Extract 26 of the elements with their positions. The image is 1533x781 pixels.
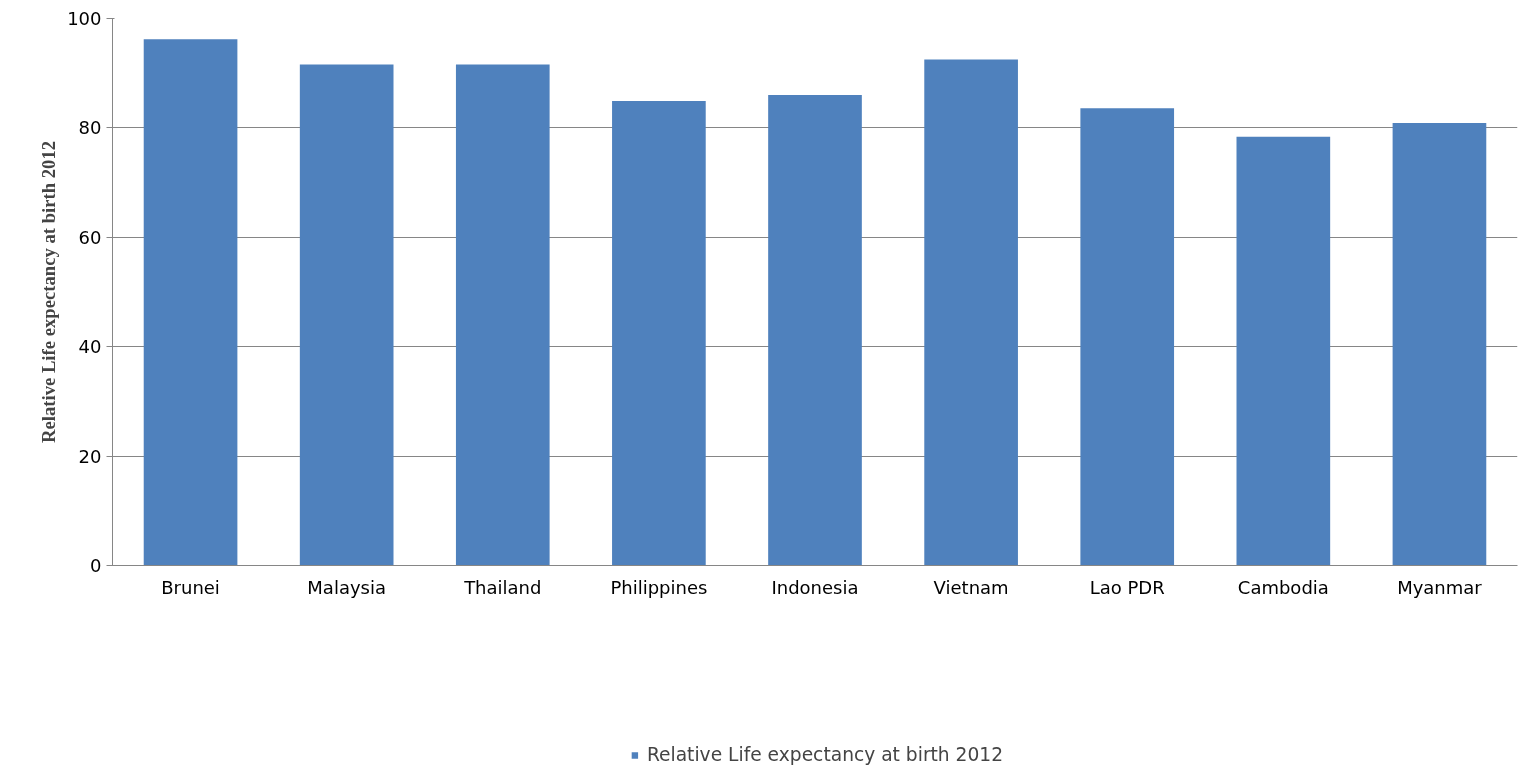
x-tick-label: Philippines — [610, 576, 708, 598]
y-tick-label: 20 — [78, 445, 102, 467]
bar — [143, 39, 238, 566]
bar — [1080, 108, 1175, 566]
y-axis-title: Relative Life expectancy at birth 2012 — [38, 140, 60, 444]
x-tick-label: Cambodia — [1237, 576, 1329, 598]
x-tick-label: Vietnam — [933, 576, 1009, 598]
x-tick-label: Brunei — [161, 576, 220, 598]
bar — [1236, 136, 1331, 566]
bar — [612, 101, 706, 566]
y-tick-label: 40 — [78, 336, 102, 358]
bar — [299, 64, 394, 566]
x-tick-label: Indonesia — [771, 576, 859, 598]
y-tick-label: 60 — [78, 226, 102, 248]
legend-label: Relative Life expectancy at birth 2012 — [646, 744, 1004, 765]
x-tick-label: Myanmar — [1397, 576, 1483, 598]
x-tick-label: Lao PDR — [1089, 576, 1165, 598]
bar — [455, 64, 550, 566]
y-tick-label: 100 — [67, 8, 102, 29]
bar — [768, 95, 862, 566]
y-tick-label: 0 — [90, 555, 102, 576]
x-tick-label: Thailand — [463, 576, 542, 598]
bar — [924, 59, 1018, 566]
bar — [1392, 122, 1487, 566]
x-tick-label: Malaysia — [307, 576, 386, 598]
y-tick-label: 80 — [78, 117, 102, 139]
